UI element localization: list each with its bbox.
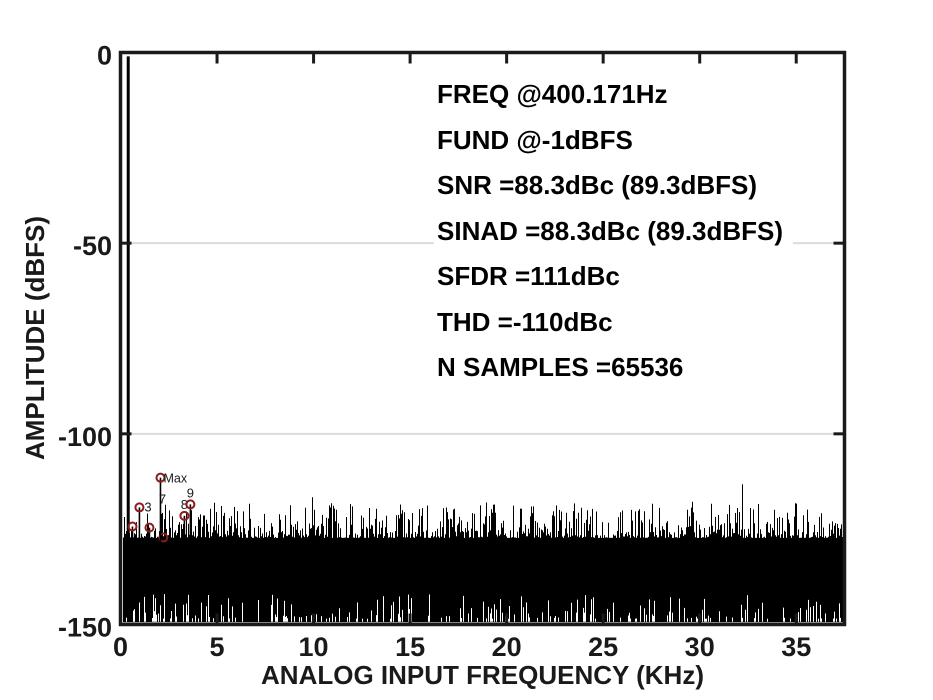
x-tick-label: 25 [588, 632, 618, 662]
y-tick-label: -150 [58, 613, 112, 643]
x-tick-label: 30 [685, 632, 715, 662]
tick-labels: 0 5 10 15 20 25 30 35 0 -50 -100 -150 [58, 41, 811, 663]
annotation-sfdr: SFDR =111dBc [437, 261, 620, 291]
x-axis-title: ANALOG INPUT FREQUENCY (KHz) [261, 660, 704, 690]
harmonic-number-label: 8 [181, 497, 188, 512]
harmonic-circle-marker [144, 522, 155, 533]
harmonic-number-label: 3 [144, 499, 151, 514]
annotation-snr: SNR =88.3dBc (89.3dBFS) [437, 170, 758, 200]
y-axis-title: AMPLITUDE (dBFS) [20, 216, 50, 460]
measurement-annotations: FREQ @400.171Hz FUND @-1dBFS SNR =88.3dB… [434, 72, 794, 391]
harmonic-circle-marker [134, 502, 145, 513]
x-tick-label: 15 [395, 632, 425, 662]
annotation-sinad: SINAD =88.3dBc (89.3dBFS) [437, 215, 784, 246]
x-tick-label: 20 [492, 632, 522, 662]
x-tick-label: 35 [781, 632, 811, 662]
noise-floor [123, 484, 843, 623]
harmonic-circle-marker [127, 521, 138, 532]
harmonic-markers: 37 Max 89 [127, 472, 196, 570]
harmonic-number-label: 9 [187, 485, 194, 500]
y-tick-label: -50 [73, 231, 112, 261]
harmonic-circle-marker [185, 499, 196, 510]
y-tick-label: -100 [58, 422, 112, 452]
x-tick-label: 5 [210, 632, 225, 662]
x-tick-label: 10 [299, 632, 329, 662]
y-tick-label: 0 [97, 41, 112, 71]
noise-floor-shape [123, 484, 843, 623]
annotation-nsamples: N SAMPLES =65536 [437, 352, 684, 382]
annotation-fund: FUND @-1dBFS [437, 124, 633, 155]
harmonic-circle-marker [155, 472, 166, 483]
harmonic-circle-marker [158, 532, 169, 543]
harmonic-number-label: 7 [159, 492, 166, 507]
max-spur-label: Max [163, 472, 187, 486]
annotation-freq: FREQ @400.171Hz [437, 79, 668, 109]
axes-box [118, 50, 847, 627]
plot-frame [118, 50, 847, 627]
harmonic-circle-marker [179, 510, 190, 521]
x-tick-label: 0 [113, 632, 128, 662]
annotation-thd: THD =-110dBc [437, 306, 613, 337]
